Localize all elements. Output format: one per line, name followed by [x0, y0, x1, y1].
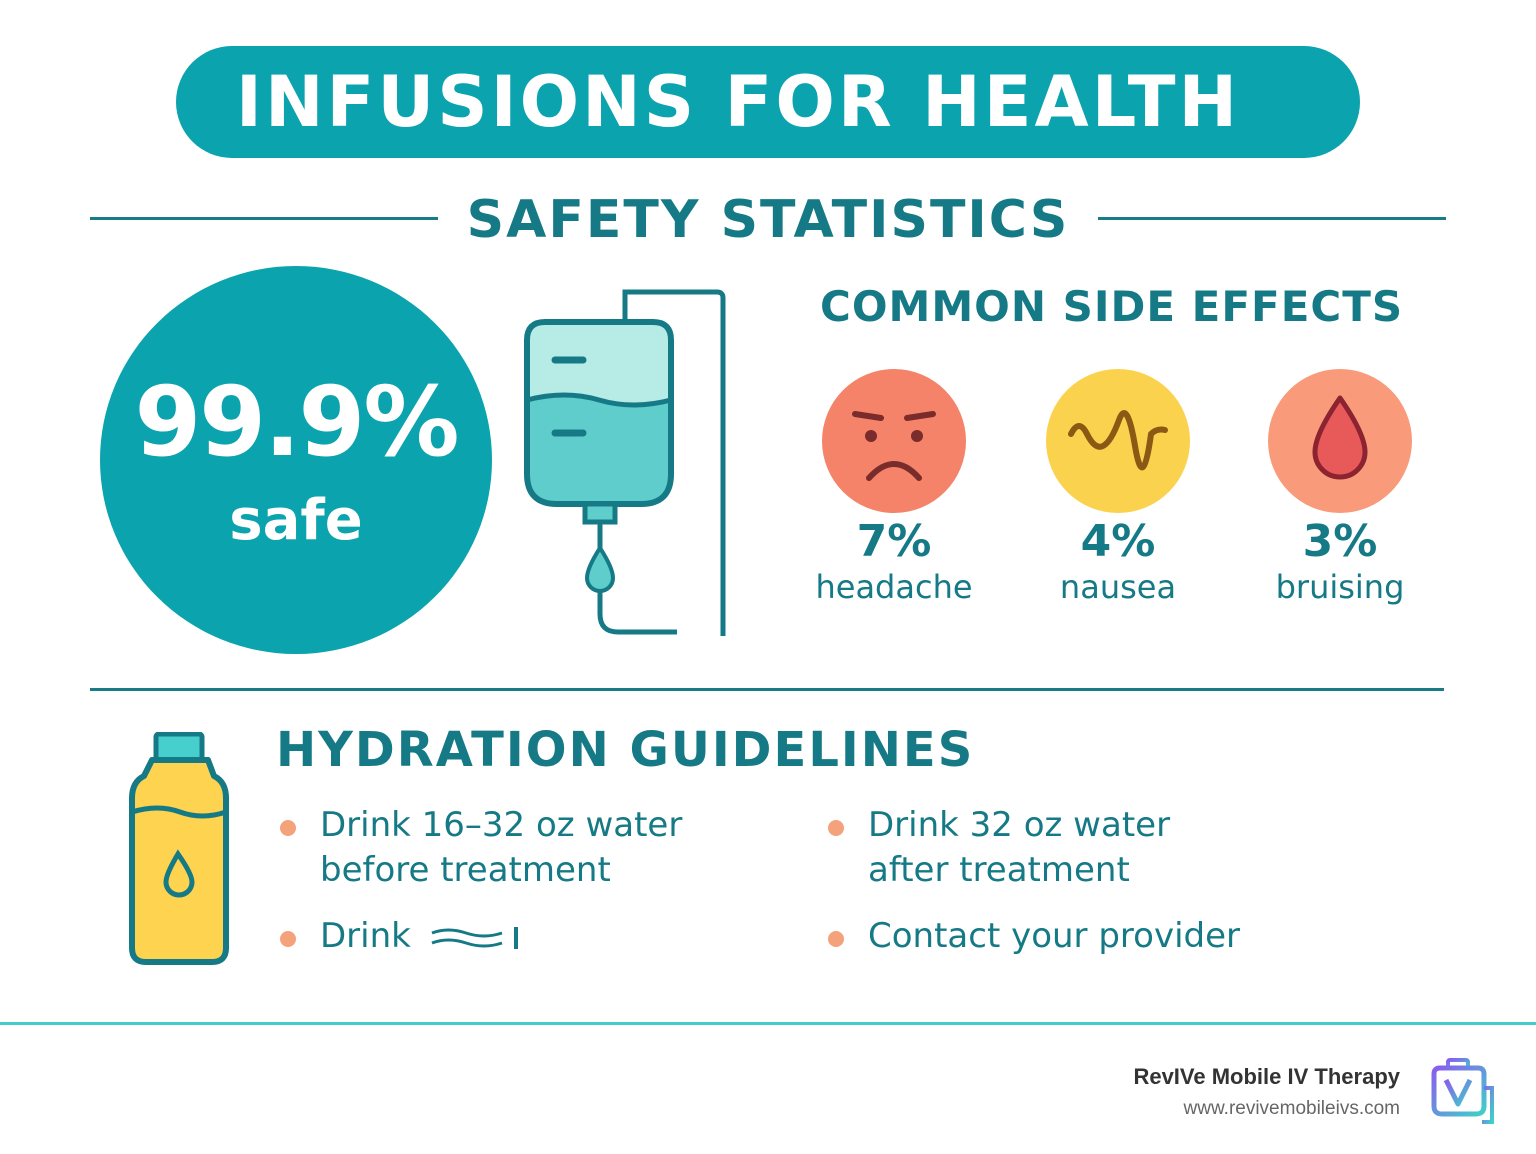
page-title: INFUSIONS FOR HEALTH	[235, 61, 1241, 143]
water-wave-icon	[431, 926, 518, 949]
section-divider	[90, 688, 1444, 691]
safety-section-title: SAFETY STATISTICS	[466, 190, 1070, 250]
side-effect-label: headache	[815, 568, 973, 606]
iv-bag-icon	[524, 289, 726, 636]
bullet-dot-icon	[828, 931, 844, 947]
bullet-text-line: after treatment	[868, 850, 1130, 890]
bullet-text-line: Drink 32 oz water	[868, 805, 1171, 845]
side-effect-label: nausea	[1059, 568, 1177, 606]
title-banner: INFUSIONS FOR HEALTH	[176, 46, 1360, 158]
side-effect-percent: 3%	[1302, 516, 1378, 567]
nausea-wave-icon	[1046, 369, 1190, 513]
side-effect-label: bruising	[1275, 568, 1405, 606]
hydration-bullet: Drink 16–32 oz water before treatment	[280, 803, 760, 893]
hydration-bullet: Drink	[280, 914, 760, 959]
side-effect-percent: 4%	[1080, 516, 1156, 567]
bullet-dot-icon	[280, 931, 296, 947]
bullet-text-line: Drink	[320, 916, 411, 956]
bullet-dot-icon	[280, 820, 296, 836]
hydration-bullet: Drink 32 oz water after treatment	[828, 803, 1308, 893]
revive-logo-icon	[1431, 1058, 1494, 1124]
side-effects-title: COMMON SIDE EFFECTS	[820, 282, 1404, 331]
bullet-text-line: Drink 16–32 oz water	[320, 805, 683, 845]
bullet-text-line: Contact your provider	[868, 916, 1241, 956]
water-bottle-icon	[129, 732, 229, 965]
bullet-text-line: before treatment	[320, 850, 611, 890]
side-effect-percent: 7%	[856, 516, 932, 567]
safety-percent: 99.9%	[134, 366, 459, 478]
hydration-title: HYDRATION GUIDELINES	[276, 722, 975, 778]
frowning-face-icon	[822, 369, 966, 513]
footer-divider	[0, 1022, 1536, 1025]
bullet-dot-icon	[828, 820, 844, 836]
brand-name: RevIVe Mobile IV Therapy	[1133, 1064, 1400, 1089]
brand-url[interactable]: www.revivemobileivs.com	[1183, 1098, 1400, 1119]
safety-percent-label: safe	[229, 488, 363, 553]
section-divider-left	[90, 217, 438, 220]
section-divider-right	[1098, 217, 1446, 220]
blood-drop-icon	[1268, 369, 1412, 513]
hydration-bullet: Contact your provider	[828, 914, 1308, 959]
safety-stat-circle: 99.9% safe	[100, 266, 492, 654]
